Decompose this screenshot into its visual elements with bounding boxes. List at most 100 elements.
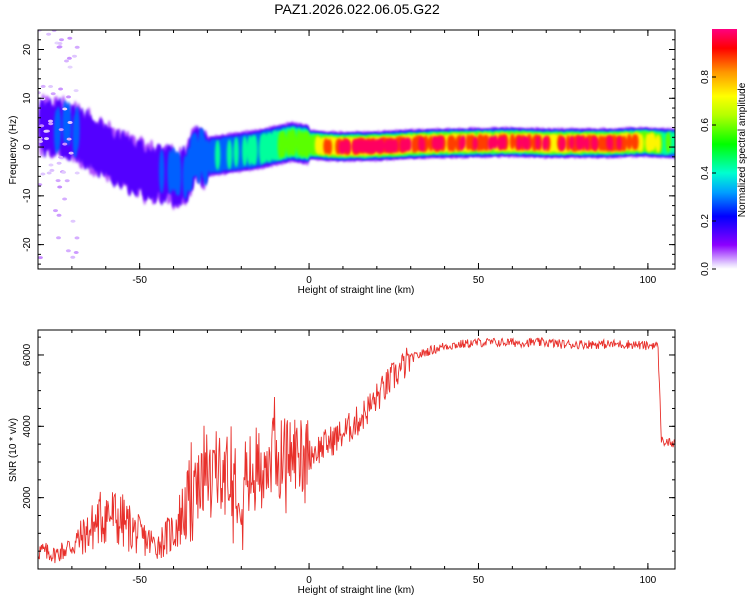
x-tick-label: 50 <box>473 275 485 286</box>
heatmap-cell <box>291 129 297 157</box>
heatmap-cell <box>74 171 80 175</box>
heatmap-cell <box>438 135 444 150</box>
heatmap-cell <box>621 135 627 152</box>
spectrogram-axes: -50 0 50 100 -20 -10 0 10 20 <box>22 29 675 286</box>
heatmap-cell <box>543 135 549 150</box>
heatmap-cell <box>535 135 541 150</box>
heatmap-cell <box>607 136 614 151</box>
heatmap-cell <box>57 42 63 45</box>
colorbar-tick-label: 0.4 <box>700 166 711 180</box>
snr-series-line <box>38 337 675 564</box>
heatmap-cell <box>58 155 64 159</box>
heatmap-cell <box>62 197 68 201</box>
heatmap-cell <box>524 136 531 151</box>
heatmap-cell <box>70 219 76 223</box>
heatmap-cell <box>516 135 522 150</box>
heatmap-cell <box>66 95 71 99</box>
heatmap-cell <box>56 213 62 217</box>
heatmap-cell <box>68 151 74 155</box>
y-tick-label: 4000 <box>22 415 33 438</box>
colorbar-ticks: 0.0 0.2 0.4 0.6 0.8 <box>700 70 716 276</box>
heatmap-cell <box>44 137 49 141</box>
heatmap-cell <box>59 38 64 42</box>
heatmap-cell <box>64 59 69 63</box>
heatmap-cell <box>74 236 80 240</box>
snr-panel: -50 0 50 100 2000 4000 6000 Height of straight… <box>8 329 676 596</box>
heatmap-cell <box>650 132 656 151</box>
heatmap-cell <box>58 128 64 132</box>
heatmap-cell <box>159 149 165 194</box>
heatmap-cell <box>40 84 46 88</box>
spectrogram-panel: -50 0 50 100 -20 -10 0 10 20 Height of straight … <box>8 29 676 296</box>
heatmap-cell <box>460 135 466 149</box>
heatmap-cell <box>55 179 61 183</box>
heatmap-cell <box>57 185 63 189</box>
heatmap-cell <box>39 124 45 128</box>
colorbar-label: Normalized spectral amplitude <box>737 82 748 217</box>
heatmap-cell <box>633 134 639 151</box>
colorbar-tick-label: 0.0 <box>700 262 711 276</box>
heatmap-cell <box>74 45 80 49</box>
x-tick-label: -50 <box>132 275 147 286</box>
heatmap-cell <box>66 56 72 60</box>
heatmap-cell <box>67 121 73 124</box>
heatmap-cell <box>492 135 499 149</box>
heatmap-cell <box>626 134 632 150</box>
heatmap-cell <box>72 54 77 58</box>
y-tick-label: 2000 <box>22 486 33 509</box>
chart-title: PAZ1.2026.022.06.05.G22 <box>274 1 440 17</box>
heatmap-cell <box>472 136 478 151</box>
heatmap-cell <box>66 137 72 141</box>
heatmap-cell <box>501 135 507 150</box>
heatmap-cell <box>560 136 566 151</box>
heatmap-cell <box>64 179 70 183</box>
snr-y-axis-label: SNR (10 * v/v) <box>8 418 19 482</box>
spectrogram-y-axis-label: Frequency (Hz) <box>8 116 19 185</box>
colorbar-tick-label: 0.8 <box>700 70 711 84</box>
heatmap-cell <box>281 130 287 158</box>
heatmap-cell <box>38 91 41 95</box>
heatmap-cell <box>509 133 516 150</box>
snr-frame <box>37 329 676 570</box>
x-tick-label: -50 <box>132 575 147 586</box>
heatmap-cell <box>43 129 49 133</box>
snr-axes: -50 0 50 100 2000 4000 6000 <box>22 330 675 586</box>
heatmap-cell <box>48 163 54 167</box>
colorbar-tick-label: 0.6 <box>700 118 711 132</box>
heatmap-cell <box>70 255 76 259</box>
heatmap-cell <box>38 183 43 187</box>
heatmap-cell <box>233 136 239 168</box>
y-tick-label: 20 <box>22 44 33 56</box>
heatmap-cell <box>392 139 399 153</box>
heatmap-cell <box>38 140 43 143</box>
spectrogram-heatmap <box>38 30 675 260</box>
heatmap-cell <box>49 168 55 172</box>
colorbar-tick-label: 0.2 <box>700 214 711 228</box>
heatmap-cell <box>46 171 52 175</box>
heatmap-cell <box>73 251 79 254</box>
y-tick-label: 10 <box>22 92 33 104</box>
heatmap-cell <box>48 85 54 88</box>
x-tick-label: 100 <box>640 275 657 286</box>
heatmap-cell <box>74 106 80 151</box>
heatmap-cell <box>50 92 56 96</box>
y-tick-label: -10 <box>22 188 33 203</box>
heatmap-cell <box>55 106 61 151</box>
heatmap-cell <box>252 134 258 166</box>
heatmap-cell <box>48 122 54 126</box>
heatmap-cell <box>56 161 62 165</box>
spectrogram-x-axis-label: Height of straight line (km) <box>298 285 415 296</box>
heatmap-cell <box>58 87 64 91</box>
heatmap-cell <box>67 65 73 69</box>
snr-x-axis-label: Height of straight line (km) <box>298 585 415 596</box>
heatmap-cell <box>62 107 68 111</box>
y-tick-label: 0 <box>22 144 33 150</box>
heatmap-cell <box>61 170 67 174</box>
heatmap-cell <box>38 256 43 260</box>
x-tick-label: 0 <box>306 275 312 286</box>
heatmap-cell <box>406 137 412 152</box>
heatmap-cell <box>616 136 622 150</box>
heatmap-cell <box>65 249 71 253</box>
heatmap-cell <box>175 151 182 197</box>
